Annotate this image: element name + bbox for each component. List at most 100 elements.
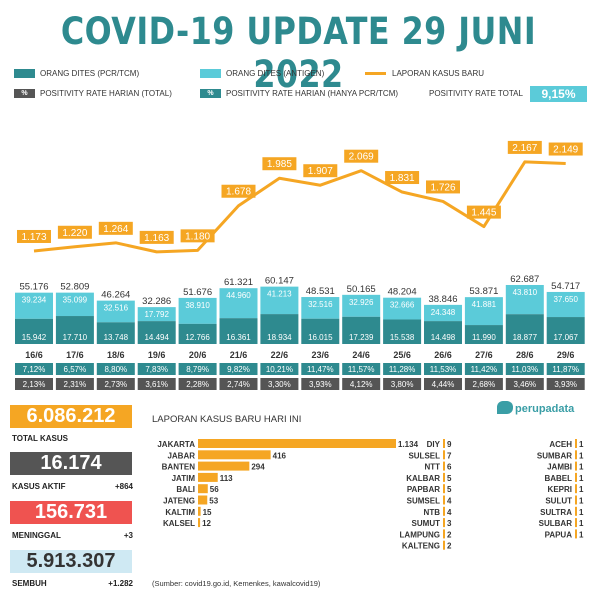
- case-label-box: [466, 205, 501, 219]
- case-label: 2.167: [512, 143, 537, 154]
- legend-label-pos-overall: POSITIVITY RATE TOTAL: [429, 89, 523, 98]
- label-total: 61.321: [224, 277, 253, 288]
- province-name: KALTENG: [402, 542, 440, 551]
- deaths-delta: +3: [123, 531, 133, 540]
- recovered-value: 5.913.307: [10, 550, 132, 573]
- daily-cases-title: LAPORAN KASUS BARU HARI INI: [152, 414, 302, 425]
- province-name: ACEH: [549, 440, 572, 449]
- case-label-box: [57, 225, 92, 239]
- province-value: 2: [447, 530, 452, 539]
- province-value: 4: [447, 508, 452, 517]
- positivity-total-box: [137, 378, 176, 390]
- province-bar: [443, 518, 445, 528]
- bar-pcr: [342, 316, 381, 344]
- positivity-total-box: [219, 378, 258, 390]
- case-label: 2.069: [349, 152, 374, 163]
- label-pcr: 16.361: [226, 333, 251, 342]
- positivity-pcr-box: [342, 363, 381, 375]
- positivity-pcr-box: [15, 363, 53, 375]
- positivity-pcr-label: 8,80%: [104, 365, 127, 374]
- province-bar: [575, 506, 577, 516]
- bar-antigen: [546, 291, 585, 318]
- positivity-total-label: 3,30%: [268, 380, 291, 389]
- province-bar: [575, 495, 577, 505]
- province-name: JAKARTA: [157, 440, 195, 449]
- province-bar: [443, 450, 445, 460]
- province-value: 12: [202, 519, 211, 528]
- bar-pcr: [464, 325, 503, 344]
- case-label: 1.678: [226, 187, 251, 198]
- label-pcr: 12.766: [185, 333, 210, 342]
- x-tick-label: 20/6: [189, 350, 207, 360]
- province-name: SULBAR: [539, 519, 573, 528]
- positivity-total-label: 2,28%: [186, 380, 209, 389]
- province-bar: [443, 506, 445, 516]
- positivity-total-label: 2,73%: [104, 380, 127, 389]
- positivity-pcr-label: 10,21%: [266, 365, 293, 374]
- positivity-pcr-box: [464, 363, 503, 375]
- positivity-pcr-label: 9,82%: [227, 365, 250, 374]
- province-value: 1: [579, 451, 584, 460]
- x-tick-label: 23/6: [312, 350, 330, 360]
- case-label-box: [344, 149, 379, 163]
- label-antigen: 41.213: [267, 290, 292, 299]
- bar-pcr: [137, 321, 176, 344]
- province-bar: [443, 484, 445, 494]
- positivity-pcr-box: [301, 363, 340, 375]
- positivity-total-label: 4,12%: [350, 380, 373, 389]
- province-name: SUMSEL: [407, 497, 440, 506]
- positivity-pcr-box: [178, 363, 217, 375]
- label-antigen: 32.926: [349, 298, 374, 307]
- label-total: 55.176: [19, 282, 48, 293]
- case-label: 1.445: [471, 208, 496, 219]
- label-antigen: 37.650: [553, 295, 578, 304]
- province-name: LAMPUNG: [400, 530, 440, 539]
- label-pcr: 13.748: [104, 333, 129, 342]
- x-tick-label: 18/6: [107, 350, 125, 360]
- legend-swatch-antigen: [200, 69, 221, 78]
- positivity-pcr-label: 11,53%: [430, 365, 457, 374]
- bar-antigen: [15, 292, 53, 319]
- province-value: 1: [579, 463, 584, 472]
- positivity-pcr-label: 7,12%: [23, 365, 46, 374]
- province-bar: [198, 461, 250, 471]
- province-value: 3: [447, 519, 452, 528]
- province-value: 6: [447, 463, 452, 472]
- pos-overall-value: 9,15%: [530, 86, 587, 102]
- province-bar: [575, 461, 577, 471]
- case-label-box: [98, 221, 133, 235]
- legend-label-pcr: ORANG DITES (PCR/TCM): [40, 69, 140, 78]
- case-label-box: [221, 184, 256, 198]
- total-cases-value: 6.086.212: [10, 405, 132, 428]
- province-bar: [575, 439, 577, 448]
- province-name: SULSEL: [408, 451, 440, 460]
- x-tick-label: 21/6: [230, 350, 248, 360]
- province-value: 15: [203, 508, 212, 517]
- main-chart: 39.234 15.942 55.176 16/6 7,12% 2,13% 35.099 17…: [15, 140, 585, 390]
- page-title: COVID-19 UPDATE 29 JUNI 2022: [60, 10, 537, 96]
- province-bar: [198, 506, 201, 516]
- province-bar: [198, 472, 218, 482]
- bar-pcr: [260, 314, 299, 344]
- label-total: 48.204: [388, 287, 417, 298]
- positivity-total-box: [383, 378, 422, 390]
- legend-label-pos-total: POSITIVITY RATE HARIAN (TOTAL): [40, 89, 172, 98]
- source-note: (Sumber: covid19.go.id, Kemenkes, kawalc…: [152, 579, 321, 588]
- province-value: 113: [220, 474, 233, 483]
- province-bar: [443, 461, 445, 471]
- bar-pcr: [424, 321, 462, 344]
- brand-logo: perupadata: [497, 401, 574, 415]
- province-name: JATIM: [172, 474, 196, 483]
- province-name: SULUT: [545, 497, 572, 506]
- province-value: 2: [447, 542, 452, 551]
- recovered-delta: +1.282: [108, 579, 133, 588]
- bar-pcr: [301, 318, 340, 344]
- positivity-pcr-box: [55, 363, 94, 375]
- province-bar: [443, 472, 445, 482]
- label-total: 53.871: [469, 286, 498, 297]
- bar-pcr: [96, 322, 135, 344]
- active-cases-delta: +864: [114, 482, 133, 491]
- label-antigen: 41.881: [472, 300, 497, 309]
- label-antigen: 24.348: [431, 308, 456, 317]
- legend-label-pos-pcr: POSITIVITY RATE HARIAN (HANYA PCR/TCM): [226, 89, 399, 98]
